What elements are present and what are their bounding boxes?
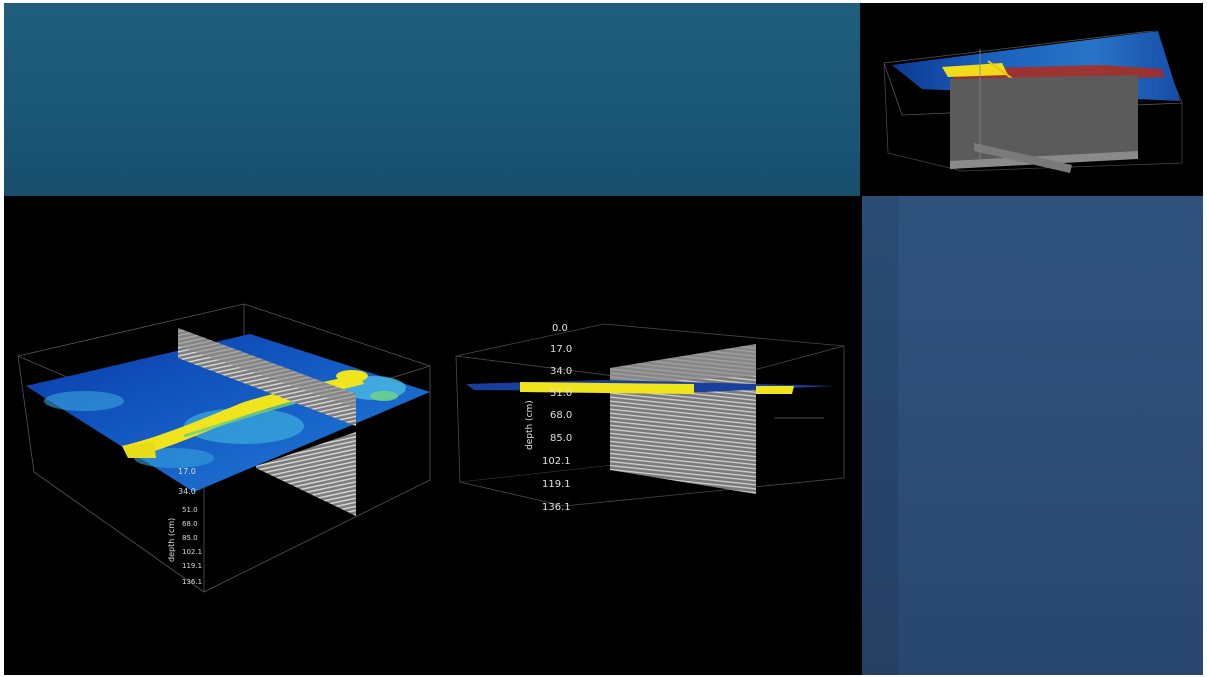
left-anomaly-green [370, 391, 398, 401]
overview-radargram-cross [974, 143, 1072, 173]
overview-anomaly-yellow [942, 63, 1008, 77]
side-panel[interactable] [862, 196, 1203, 675]
left-depth-tick: 68.0 [182, 520, 198, 528]
left-anomaly-end [122, 442, 156, 458]
center-depth-tick: 136.1 [542, 502, 571, 513]
left-depth-tick: 34.0 [178, 487, 196, 496]
left-depth-axis: 17.0 34.0 51.0 68.0 85.0 102.1 119.1 136… [167, 467, 202, 586]
center-depth-axis: 0.0 17.0 34.0 51.0 68.0 85.0 102.1 119.1… [525, 323, 572, 513]
left-slice-patch [44, 391, 124, 411]
center-depth-tick: 34.0 [550, 366, 572, 377]
center-depth-tick: 102.1 [542, 456, 571, 467]
center-depth-tick: 17.0 [550, 344, 572, 355]
center-depth-tick: 68.0 [550, 410, 572, 421]
overview-scene [883, 30, 1183, 173]
center-depth-tick: 0.0 [552, 323, 568, 334]
center-depth-tick: 51.0 [550, 388, 572, 399]
left-3d-view[interactable]: 17.0 34.0 51.0 68.0 85.0 102.1 119.1 136… [16, 303, 432, 593]
left-anomaly-blob [336, 370, 368, 382]
main-viewport[interactable]: 17.0 34.0 51.0 68.0 85.0 102.1 119.1 136… [4, 196, 860, 675]
overview-radargram-plane [950, 75, 1138, 165]
overview-viewport[interactable] [862, 3, 1203, 196]
left-depth-tick: 85.0 [182, 534, 198, 542]
center-depth-tick: 85.0 [550, 433, 572, 444]
main-scene: 17.0 34.0 51.0 68.0 85.0 102.1 119.1 136… [16, 303, 845, 593]
left-depth-tick: 119.1 [182, 562, 202, 570]
overview-bbox-sides [883, 62, 1183, 172]
left-radargram-top [178, 328, 356, 408]
center-radargram-top [610, 344, 756, 384]
center-depth-tick: 119.1 [542, 479, 571, 490]
center-3d-view[interactable]: 0.0 17.0 34.0 51.0 68.0 85.0 102.1 119.1… [455, 323, 845, 513]
side-panel-edge [862, 196, 898, 675]
left-depth-tick: 17.0 [178, 467, 196, 476]
center-bbox-sides [455, 346, 845, 507]
left-anomaly-edge [183, 398, 305, 438]
app-window: 17.0 34.0 51.0 68.0 85.0 102.1 119.1 136… [4, 3, 1203, 675]
left-depth-tick: 136.1 [182, 578, 202, 586]
center-anomaly-right [756, 386, 794, 394]
left-depth-tick: 51.0 [182, 506, 198, 514]
left-depth-axis-label: depth (cm) [167, 518, 176, 562]
left-depth-tick: 102.1 [182, 548, 202, 556]
top-viewport[interactable] [4, 3, 860, 196]
center-depth-axis-label: depth (cm) [525, 400, 535, 450]
center-anomaly [520, 382, 694, 394]
left-radargram-lower [256, 432, 356, 516]
